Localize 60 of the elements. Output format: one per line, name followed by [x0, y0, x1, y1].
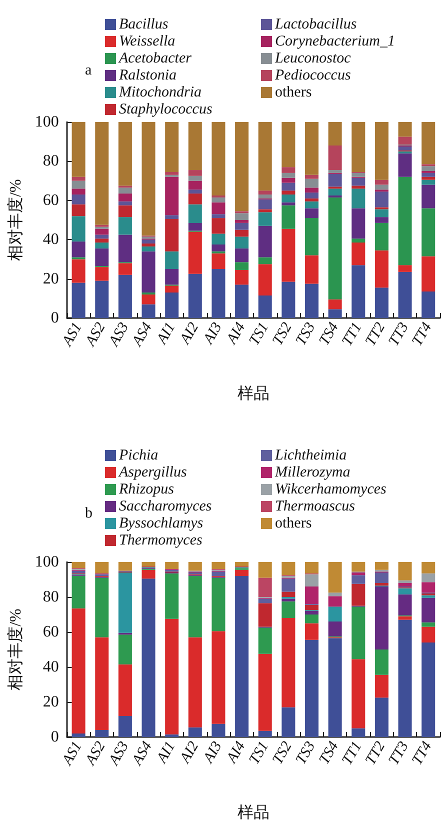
legend-label: Staphylococcus	[119, 102, 212, 118]
legend-label: Aspergillus	[118, 464, 187, 480]
x-tick-label: TT3	[386, 320, 412, 349]
legend-label: Saccharomyces	[119, 498, 212, 514]
x-tick-label: AI1	[154, 320, 179, 348]
x-tick-label: TT2	[362, 738, 389, 768]
legend-label: Bacillus	[119, 16, 168, 32]
y-axis-title: 相对丰度/%	[6, 179, 24, 261]
x-tick-label: TS1	[246, 739, 272, 768]
legend-label: Leuconostoc	[274, 50, 352, 66]
y-axis-title: 相对丰度/%	[6, 608, 24, 690]
legend-label: Mitochondria	[118, 84, 202, 100]
x-tick-label: TT4	[409, 320, 436, 349]
y-tick-label: 60	[42, 192, 59, 209]
y-tick-label: 60	[42, 624, 59, 640]
x-tick-label: AI1	[154, 739, 179, 767]
x-tick-label: TT3	[386, 739, 412, 768]
legend-label: Weissella	[119, 34, 176, 50]
y-tick-label: 100	[34, 554, 59, 570]
y-tick-label: 0	[50, 310, 59, 326]
legend-label: Lactobacillus	[274, 16, 357, 32]
x-tick-label: TT2	[362, 320, 389, 349]
legend-label: Thermoascus	[275, 498, 356, 514]
chart-title: b	[85, 506, 92, 522]
x-tick-label: TS1	[246, 320, 272, 348]
x-axis-title: 样品	[237, 804, 270, 822]
x-tick-label: TS2	[270, 320, 296, 348]
x-tick-label: AI4	[224, 320, 249, 348]
legend-label: Thermomyces	[119, 532, 202, 548]
legend-label: Corynebacterium_1	[275, 34, 395, 50]
x-axis-title: 样品	[237, 384, 270, 402]
legend-label: Acetobacter	[118, 50, 192, 66]
legend-label: others	[275, 516, 312, 532]
y-tick-label: 100	[34, 114, 59, 130]
legend-label: Pichia	[118, 448, 158, 464]
legend-label: Wikcerhamomyces	[275, 482, 387, 498]
x-tick-label: TS2	[270, 738, 296, 768]
y-tick-label: 80	[42, 152, 59, 170]
y-tick-label: 0	[50, 728, 59, 746]
y-tick-label: 40	[42, 231, 59, 248]
y-tick-label: 40	[42, 658, 59, 676]
legend-label: Byssochlamys	[119, 516, 204, 532]
legend-label: Lichtheimia	[274, 448, 347, 464]
y-tick-label: 80	[42, 588, 59, 606]
x-tick-label: AI3	[200, 739, 226, 767]
x-tick-label: TS3	[293, 739, 319, 768]
legend-label: Millerozyma	[274, 464, 350, 480]
x-tick-label: AI2	[176, 738, 202, 767]
legend-label: Pediococcus	[274, 68, 351, 84]
legend-label: Ralstonia	[118, 68, 177, 84]
x-tick-label: TT4	[409, 738, 436, 768]
chart-title: a	[85, 62, 92, 78]
y-tick-label: 20	[42, 694, 59, 710]
x-tick-label: AI4	[224, 738, 249, 767]
x-tick-label: AI2	[176, 320, 202, 348]
x-tick-label: AI3	[200, 320, 226, 348]
x-tick-label: TS3	[293, 320, 319, 348]
legend-label: others	[275, 84, 312, 100]
y-tick-label: 20	[42, 270, 59, 288]
legend-label: Rhizopus	[118, 482, 174, 498]
